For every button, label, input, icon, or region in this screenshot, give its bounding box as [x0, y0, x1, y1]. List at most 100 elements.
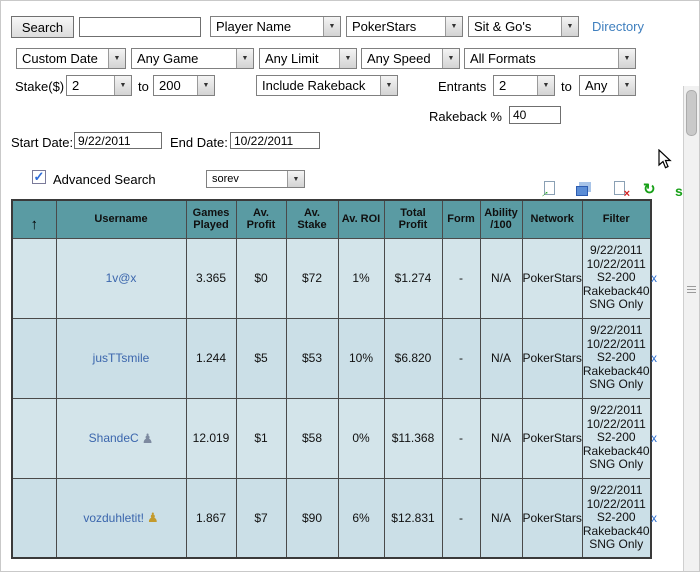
dropdown-arrow-icon: ▼ [537, 76, 554, 95]
app-logo-icon: s [673, 184, 690, 201]
table-row: 1v@x 3.365 $0 $72 1% $1.274 - N/A PokerS… [11, 237, 652, 319]
page-shape [544, 181, 555, 195]
dropdown-arrow-icon: ▼ [323, 17, 340, 36]
network-cell: PokerStars [521, 477, 583, 559]
player-badge-icon: ♟ [141, 430, 154, 446]
mouse-cursor [658, 149, 672, 169]
dropdown-arrow-icon: ▼ [339, 49, 356, 68]
limit-select[interactable]: Any Limit ▼ [259, 48, 357, 69]
search-by-select[interactable]: Player Name ▼ [210, 16, 341, 37]
entrants-to-value: Any [585, 78, 608, 93]
network-cell: PokerStars [521, 397, 583, 479]
entrants-label: Entrants [438, 79, 487, 94]
dropdown-arrow-icon: ▼ [445, 17, 462, 36]
col-header-username[interactable]: Username [55, 199, 187, 239]
col-header-form[interactable]: Form [441, 199, 481, 239]
stake-to-value: 200 [159, 78, 181, 93]
sort-asc-icon: ↑ [30, 215, 39, 233]
player-link[interactable]: vozduhletit! [83, 510, 145, 525]
dropdown-arrow-icon: ▼ [114, 76, 131, 95]
game-select[interactable]: Any Game ▼ [131, 48, 254, 69]
col-header-av-profit[interactable]: Av. Profit [235, 199, 287, 239]
start-date-input[interactable] [74, 132, 162, 149]
format-select[interactable]: All Formats ▼ [464, 48, 636, 69]
disk-shape [576, 186, 588, 196]
col-header-games-played[interactable]: Games Played [185, 199, 237, 239]
ability-cell: N/A [479, 397, 523, 479]
export-results-icon[interactable]: → [536, 181, 558, 201]
directory-link[interactable]: Directory [592, 19, 645, 34]
form-cell[interactable]: - [441, 237, 481, 319]
rakeback-select[interactable]: Include Rakeback ▼ [256, 75, 398, 96]
entrants-from-select[interactable]: 2 ▼ [493, 75, 555, 96]
form-cell[interactable]: - [441, 317, 481, 399]
advanced-search-checkbox[interactable]: ✓ [32, 170, 46, 184]
player-badge-icon: ♟ [147, 510, 159, 526]
dropdown-arrow-icon: ▼ [618, 49, 635, 68]
ability-cell: N/A [479, 237, 523, 319]
ability-cell: N/A [479, 477, 523, 559]
dropdown-arrow-icon: ▼ [236, 49, 253, 68]
username-cell: 1v@x [55, 237, 187, 319]
speed-select[interactable]: Any Speed ▼ [361, 48, 460, 69]
table-row: jusTTsmile 1.244 $5 $53 10% $6.820 - N/A… [11, 317, 652, 399]
stake-from-select[interactable]: 2 ▼ [66, 75, 132, 96]
av-stake-cell: $90 [285, 477, 339, 559]
col-header-network[interactable]: Network [521, 199, 583, 239]
page-shape [614, 181, 625, 195]
network-select[interactable]: PokerStars ▼ [346, 16, 463, 37]
stake-label: Stake($) [15, 79, 65, 94]
refresh-icon[interactable]: ↻ [643, 182, 660, 199]
av-roi-cell: 1% [337, 237, 385, 319]
search-input[interactable] [79, 17, 201, 37]
player-link[interactable]: ShandeC [88, 431, 139, 445]
network-value: PokerStars [352, 19, 417, 34]
checkmark-icon: ✓ [33, 168, 45, 184]
sort-column-header[interactable]: ↑ [11, 199, 57, 239]
date-range-select[interactable]: Custom Date ▼ [16, 48, 126, 69]
dropdown-arrow-icon: ▼ [618, 76, 635, 95]
save-search-icon[interactable] [575, 182, 592, 199]
game-type-select[interactable]: Sit & Go's ▼ [468, 16, 579, 37]
dropdown-arrow-icon: ▼ [561, 17, 578, 36]
col-header-total-profit[interactable]: Total Profit [383, 199, 443, 239]
col-header-av-roi[interactable]: Av. ROI [337, 199, 385, 239]
games-played-cell: 3.365 [185, 237, 237, 319]
av-roi-cell: 6% [337, 477, 385, 559]
rakeback-value: Include Rakeback [262, 78, 366, 93]
rakeback-pct-input[interactable] [509, 106, 561, 124]
col-header-ability[interactable]: Ability /100 [479, 199, 523, 239]
game-value: Any Game [137, 51, 199, 66]
stake-to-label: to [138, 79, 149, 94]
stake-to-select[interactable]: 200 ▼ [153, 75, 215, 96]
search-button[interactable]: Search [11, 16, 74, 38]
scrollbar-gripper [687, 286, 696, 294]
end-date-input[interactable] [230, 132, 320, 149]
logo-glyph: s [675, 183, 683, 199]
remove-filter-link[interactable]: x [651, 271, 657, 285]
date-range-value: Custom Date [22, 51, 98, 66]
player-link[interactable]: 1v@x [105, 271, 137, 285]
col-header-filter[interactable]: Filter [581, 199, 652, 239]
av-profit-cell: $5 [235, 317, 287, 399]
filter-cell: 9/22/2011 10/22/2011 S2-200 Rakeback40 S… [581, 397, 652, 479]
network-cell: PokerStars [521, 237, 583, 319]
filter-cell: 9/22/2011 10/22/2011 S2-200 Rakeback40 S… [581, 237, 652, 319]
remove-filter-link[interactable]: x [651, 511, 657, 525]
entrants-to-select[interactable]: Any ▼ [579, 75, 636, 96]
remove-filter-link[interactable]: x [651, 351, 657, 365]
delete-results-icon[interactable]: × [611, 181, 630, 200]
av-stake-cell: $72 [285, 237, 339, 319]
remove-filter-link[interactable]: x [651, 431, 657, 445]
player-link[interactable]: jusTTsmile [92, 351, 150, 365]
form-cell[interactable]: - [441, 477, 481, 559]
limit-value: Any Limit [265, 51, 319, 66]
vertical-scrollbar[interactable] [683, 86, 699, 571]
col-header-av-stake[interactable]: Av. Stake [285, 199, 339, 239]
total-profit-cell: $11.368 [383, 397, 443, 479]
username-cell: vozduhletit! ♟ [55, 477, 187, 559]
saved-search-select[interactable]: sorev ▼ [206, 170, 305, 188]
end-date-label: End Date: [170, 135, 228, 150]
form-cell[interactable]: - [441, 397, 481, 479]
scrollbar-thumb[interactable] [686, 90, 697, 136]
